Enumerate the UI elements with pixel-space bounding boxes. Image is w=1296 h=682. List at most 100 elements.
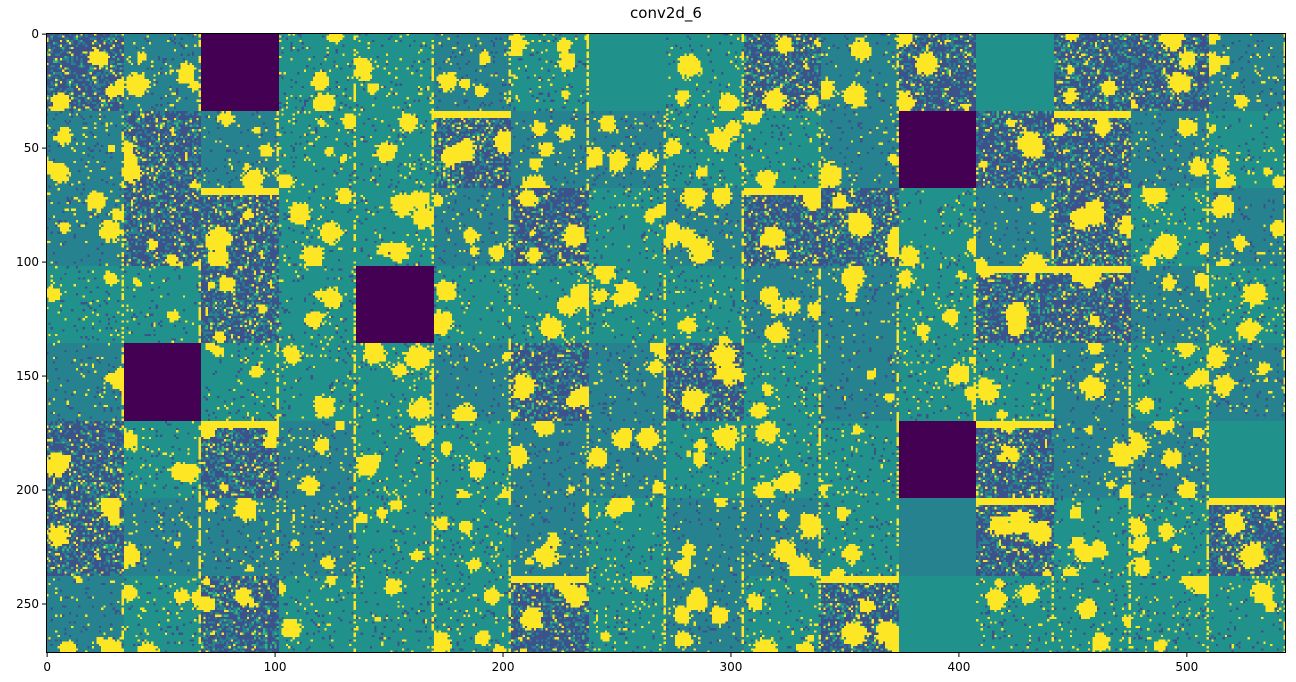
feature-map-tile <box>666 575 744 653</box>
feature-map-tile <box>1053 498 1131 576</box>
feature-map-tile <box>1208 575 1286 653</box>
feature-map-tile <box>123 188 201 266</box>
feature-map-tile <box>123 575 201 653</box>
feature-map-tile <box>666 420 744 498</box>
feature-map-tile <box>356 265 434 343</box>
feature-map-tile <box>743 498 821 576</box>
y-tick-label: 150 <box>16 369 39 383</box>
feature-map-tile <box>356 420 434 498</box>
feature-map-tile <box>1208 110 1286 188</box>
feature-map-tile <box>743 265 821 343</box>
feature-map-tile <box>1208 498 1286 576</box>
feature-map-tile <box>433 110 511 188</box>
feature-map-tile <box>278 188 356 266</box>
feature-map-tile <box>821 265 899 343</box>
y-tick-label: 0 <box>31 27 39 41</box>
feature-map-tile <box>278 343 356 421</box>
feature-map-tile <box>433 33 511 111</box>
chart-title: conv2d_6 <box>630 4 702 22</box>
feature-map-tile <box>356 575 434 653</box>
feature-map-tile <box>1053 575 1131 653</box>
feature-map-tile <box>356 110 434 188</box>
feature-map-tile <box>898 575 976 653</box>
y-tick-label: 250 <box>16 597 39 611</box>
feature-map-tile <box>46 343 124 421</box>
feature-map-tile <box>1208 33 1286 111</box>
feature-map-tile <box>46 33 124 111</box>
feature-map-tile <box>1131 343 1209 421</box>
feature-map-tile <box>588 420 666 498</box>
feature-map-tile <box>666 265 744 343</box>
feature-map-tile <box>743 575 821 653</box>
feature-map-tile <box>666 343 744 421</box>
feature-map-tile <box>976 110 1054 188</box>
feature-map-tile <box>433 575 511 653</box>
feature-map-tile <box>1053 110 1131 188</box>
feature-map-tile <box>588 265 666 343</box>
feature-map-tile <box>1208 343 1286 421</box>
feature-map-tile <box>1131 188 1209 266</box>
feature-map-tile <box>821 498 899 576</box>
feature-map-tile <box>976 420 1054 498</box>
feature-map-tile <box>588 343 666 421</box>
feature-map-tile <box>278 265 356 343</box>
feature-map-tile <box>821 343 899 421</box>
feature-map-tile <box>201 343 279 421</box>
feature-map-tile <box>278 420 356 498</box>
feature-map-tile <box>821 575 899 653</box>
feature-map-tile <box>588 575 666 653</box>
feature-map-tile <box>976 33 1054 111</box>
feature-map-tile <box>898 420 976 498</box>
feature-map-tile <box>1053 188 1131 266</box>
feature-map-tile <box>433 188 511 266</box>
feature-map-tile <box>511 110 589 188</box>
feature-map-tile <box>356 188 434 266</box>
feature-map-tile <box>46 575 124 653</box>
feature-map-tile <box>201 265 279 343</box>
feature-map-tile <box>511 498 589 576</box>
feature-map-tile <box>588 110 666 188</box>
feature-map-tile <box>201 575 279 653</box>
x-tick-label: 200 <box>492 660 515 674</box>
feature-map-tile <box>743 343 821 421</box>
feature-map-tile <box>588 498 666 576</box>
feature-map-tile <box>511 33 589 111</box>
feature-map-tile <box>898 498 976 576</box>
feature-map-tile <box>46 265 124 343</box>
feature-map-tile <box>123 265 201 343</box>
feature-map-tile <box>898 33 976 111</box>
feature-map-tile <box>976 575 1054 653</box>
feature-map-tile <box>511 343 589 421</box>
feature-map-tile <box>278 110 356 188</box>
feature-map-tile <box>201 110 279 188</box>
feature-map-tile <box>666 188 744 266</box>
feature-map-tile <box>743 33 821 111</box>
feature-map-tile <box>356 498 434 576</box>
feature-map-tile <box>201 498 279 576</box>
feature-map-tile <box>1053 265 1131 343</box>
feature-map-tile <box>433 343 511 421</box>
feature-map-tile <box>1131 265 1209 343</box>
feature-map-tile <box>1131 110 1209 188</box>
feature-map-tile <box>433 498 511 576</box>
y-tick-label: 200 <box>16 483 39 497</box>
feature-map-tile <box>46 188 124 266</box>
feature-map-tile <box>278 498 356 576</box>
feature-map-tile <box>666 498 744 576</box>
feature-map-tile <box>666 110 744 188</box>
feature-map-tile <box>1131 498 1209 576</box>
feature-map-tile <box>123 343 201 421</box>
feature-map-tile <box>511 575 589 653</box>
feature-map-tile <box>123 498 201 576</box>
x-tick-label: 400 <box>947 660 970 674</box>
feature-map-tile <box>898 188 976 266</box>
feature-map-tile <box>821 188 899 266</box>
feature-map-image <box>46 33 1286 653</box>
feature-map-tile <box>821 420 899 498</box>
feature-map-tile <box>201 33 279 111</box>
feature-map-tile <box>46 110 124 188</box>
feature-map-tile <box>1131 33 1209 111</box>
feature-map-tile <box>46 420 124 498</box>
feature-map-tile <box>433 265 511 343</box>
